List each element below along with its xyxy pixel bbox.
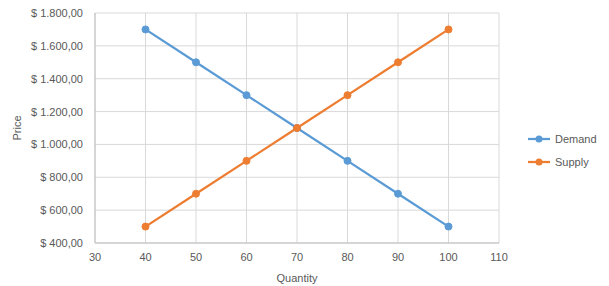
- x-grid-line: [145, 13, 146, 243]
- series-marker: [395, 190, 402, 197]
- y-tick-label: $ 1.200,00: [31, 106, 83, 118]
- x-grid-line: [246, 13, 247, 243]
- y-axis-title: Price: [11, 115, 23, 140]
- series-marker: [193, 59, 200, 66]
- legend: Demand Supply: [528, 133, 597, 168]
- series-marker: [243, 92, 250, 99]
- y-tick-label: $ 1.600,00: [31, 40, 83, 52]
- series-marker: [344, 157, 351, 164]
- legend-label: Demand: [555, 133, 597, 145]
- series-line: [146, 29, 449, 226]
- x-grid-line: [95, 13, 96, 243]
- x-tick-label: 90: [392, 251, 404, 263]
- series-marker: [294, 125, 301, 132]
- axes: $ 400,00 $ 600,00 $ 800,00 $ 1.000,00 $ 1.20…: [31, 7, 508, 263]
- series-marker: [294, 125, 301, 132]
- series-marker: [344, 92, 351, 99]
- legend-label: Supply: [555, 156, 589, 168]
- chart-container: $ 400,00 $ 600,00 $ 800,00 $ 1.000,00 $ 1.20…: [0, 0, 609, 286]
- y-tick-label: $ 800,00: [40, 171, 83, 183]
- series-line: [146, 29, 449, 226]
- x-axis-title: Quantity: [277, 272, 318, 284]
- y-tick-label: $ 1.000,00: [31, 138, 83, 150]
- y-tick-label: $ 400,00: [40, 237, 83, 249]
- grid: [95, 13, 499, 243]
- y-tick-label: $ 1.800,00: [31, 7, 83, 19]
- x-tick-label: 70: [291, 251, 303, 263]
- x-grid-line: [448, 13, 449, 243]
- x-grid-line: [196, 13, 197, 243]
- series-marker: [193, 190, 200, 197]
- y-tick-label: $ 1.400,00: [31, 73, 83, 85]
- x-tick-label: 110: [490, 251, 508, 263]
- x-tick-label: 60: [240, 251, 252, 263]
- x-axis-line: [95, 243, 499, 244]
- x-tick-label: 30: [89, 251, 101, 263]
- y-axis-line: [95, 13, 96, 243]
- x-tick-label: 50: [190, 251, 202, 263]
- series-marker: [395, 59, 402, 66]
- series-marker: [445, 26, 452, 33]
- y-tick-label: $ 600,00: [40, 204, 83, 216]
- chart-svg: $ 400,00 $ 600,00 $ 800,00 $ 1.000,00 $ 1.20…: [0, 0, 609, 286]
- x-grid-line: [398, 13, 399, 243]
- x-grid-line: [499, 13, 500, 243]
- x-grid-line: [347, 13, 348, 243]
- series-marker: [142, 223, 149, 230]
- x-tick-label: 100: [439, 251, 457, 263]
- x-tick-label: 40: [139, 251, 151, 263]
- series-marker: [142, 26, 149, 33]
- x-tick-label: 80: [341, 251, 353, 263]
- legend-marker: [536, 159, 543, 166]
- series-marker: [445, 223, 452, 230]
- series-marker: [243, 157, 250, 164]
- legend-marker: [536, 136, 543, 143]
- y-grid-line: [95, 243, 499, 244]
- series-group: [142, 26, 452, 230]
